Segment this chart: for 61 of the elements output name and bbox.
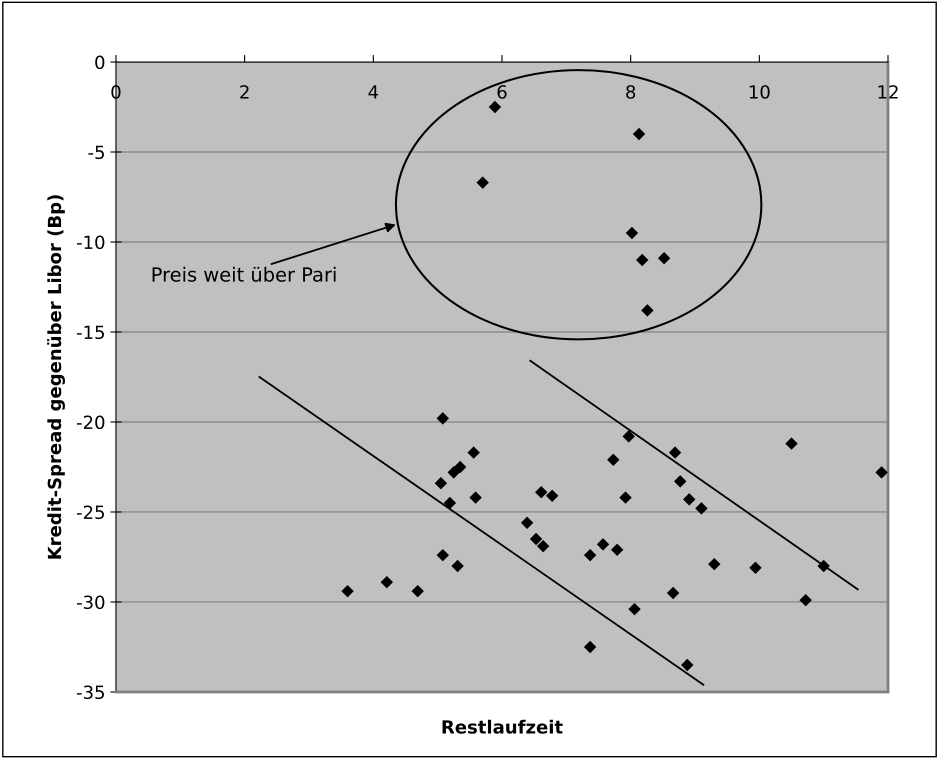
point [875,466,888,479]
point [683,493,696,506]
point [451,560,464,572]
point [448,466,460,479]
point [681,658,694,672]
point [380,576,394,588]
point [411,584,424,598]
point [536,540,550,552]
point [636,254,648,266]
point [666,586,680,600]
x-axis-title: Restlaufzeit [442,720,563,734]
point [530,532,542,546]
point [641,304,654,317]
y-tick-label: -5 [88,146,104,160]
y-tick-label: -15 [76,326,104,340]
point [626,226,638,240]
y-tick-label: -20 [76,415,104,430]
point [341,584,354,598]
point [454,460,466,474]
x-tick-label: 8 [626,85,636,99]
point [444,496,456,510]
point [546,490,558,502]
point [622,430,635,443]
point [749,562,762,574]
point [607,454,620,466]
y-tick-label: -25 [76,505,104,520]
point [596,538,610,551]
point [476,176,489,189]
x-tick-label: 6 [498,85,507,99]
y-axis-title: Kredit-Spread gegenüber Libor (Bp) [47,195,65,559]
x-tick-label: 10 [750,85,770,99]
y-tick-label: -30 [76,595,104,610]
x-tick-label: 12 [878,85,898,99]
point [817,560,830,572]
point [708,558,721,570]
point [668,446,682,459]
x-tick-label: 2 [240,85,249,99]
point [785,437,798,450]
point [695,502,708,515]
point [658,252,670,264]
point [436,548,450,562]
point [610,544,624,556]
point [584,548,596,562]
point [584,640,596,654]
point [467,446,480,459]
point [674,475,686,488]
point [628,602,641,616]
point [436,412,450,425]
point [488,100,502,114]
point [619,491,632,504]
point [632,128,646,140]
point [535,486,548,498]
point [799,594,812,606]
y-tick-label: 0 [95,55,104,70]
x-tick-label: 4 [368,85,378,99]
point [469,491,482,504]
point [520,516,534,529]
point [434,476,448,490]
annotation: Preis weit über Pari [152,266,336,282]
y-tick-label: -10 [76,235,104,250]
y-tick-label: -35 [76,685,104,700]
